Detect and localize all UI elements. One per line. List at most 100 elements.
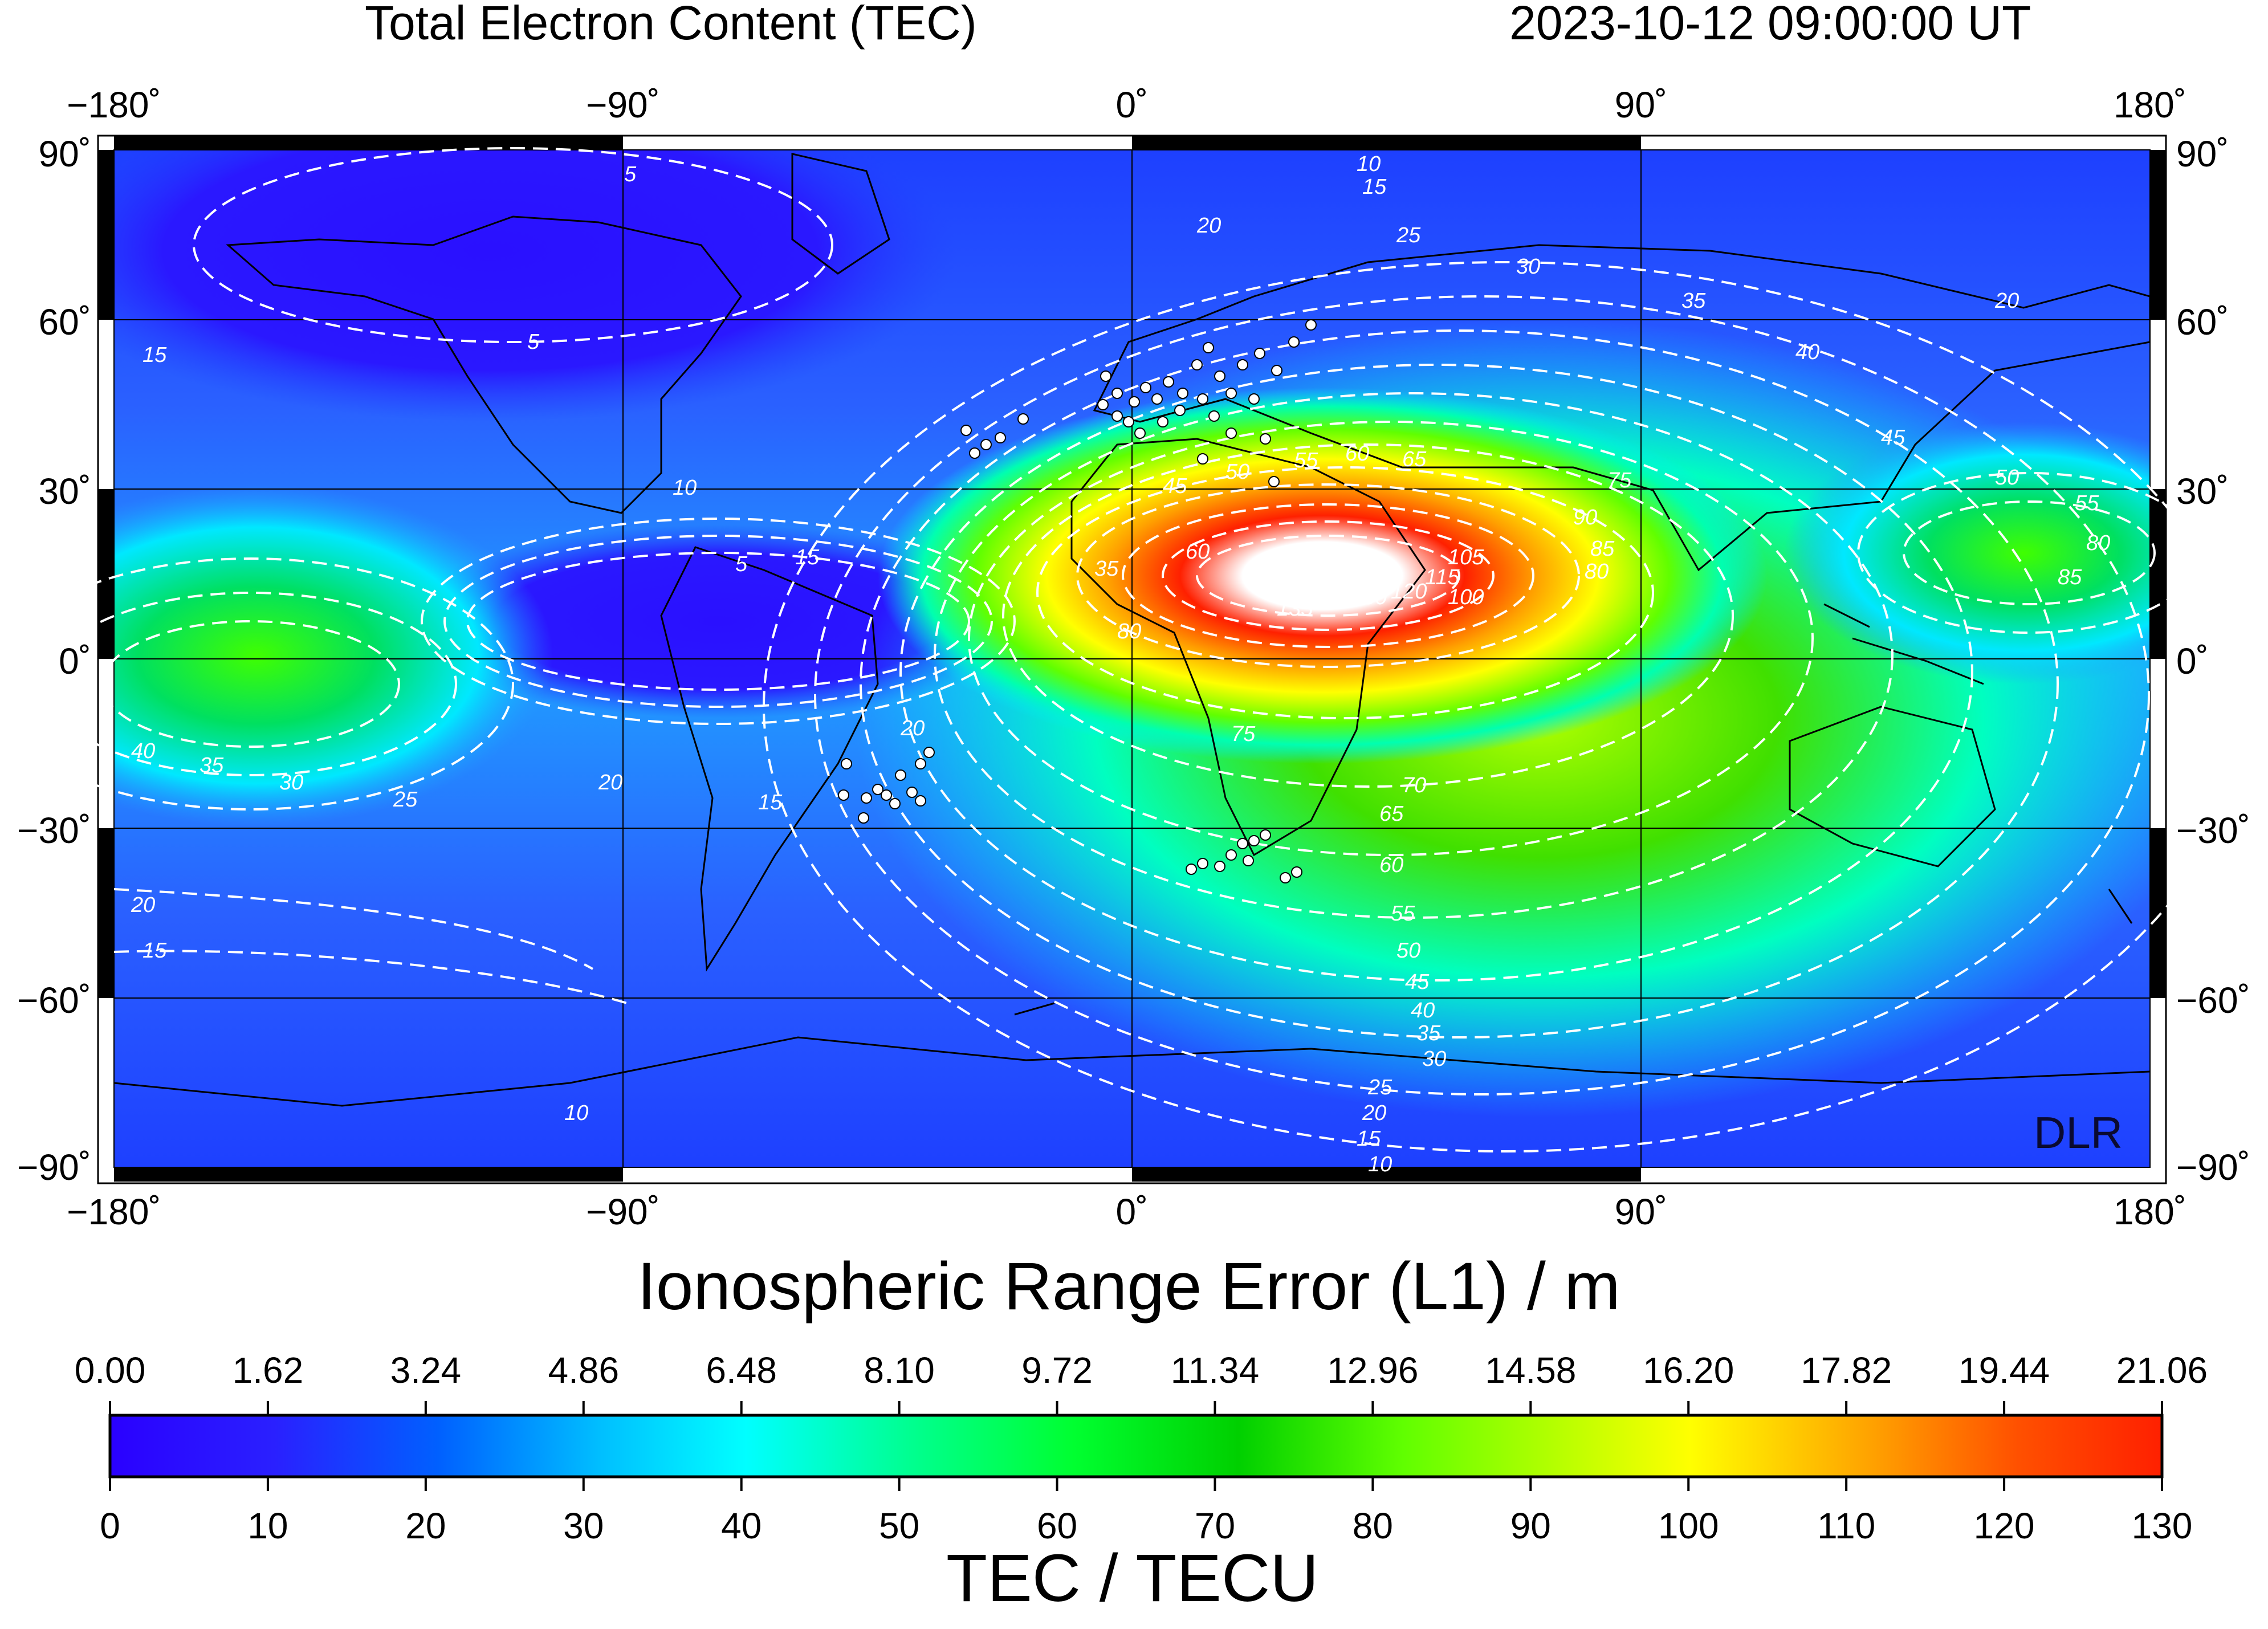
lat-tick: 90˚ bbox=[38, 133, 92, 174]
svg-text:55: 55 bbox=[2075, 491, 2099, 515]
svg-text:65: 65 bbox=[1402, 447, 1427, 471]
range-error-tick-label: 12.96 bbox=[1327, 1350, 1419, 1391]
svg-text:25: 25 bbox=[1367, 1076, 1392, 1099]
svg-text:75: 75 bbox=[1231, 722, 1256, 746]
svg-text:80: 80 bbox=[1585, 560, 1609, 584]
tecu-tick-label: 70 bbox=[1194, 1505, 1236, 1546]
tecu-tick-label: 20 bbox=[405, 1505, 446, 1546]
svg-text:45: 45 bbox=[1163, 474, 1187, 498]
lat-tick: 30˚ bbox=[2176, 471, 2229, 512]
range-error-axis-title: Ionospheric Range Error (L1) / m bbox=[637, 1249, 1620, 1324]
contour-labels: 5 5 10 5 15 10 15 20 25 30 35 40 45 50 5… bbox=[131, 152, 2110, 1176]
svg-text:115: 115 bbox=[1425, 565, 1460, 589]
range-error-tick-label: 19.44 bbox=[1958, 1350, 2050, 1391]
svg-text:10: 10 bbox=[1357, 152, 1381, 176]
tecu-axis-title: TEC / TECU bbox=[946, 1541, 1319, 1616]
svg-text:40: 40 bbox=[1411, 999, 1435, 1023]
tecu-tick-label: 130 bbox=[2131, 1505, 2193, 1546]
gnss-stations bbox=[838, 319, 1317, 883]
range-error-tick-label: 21.06 bbox=[2116, 1350, 2208, 1391]
lon-tick: −180˚ bbox=[67, 84, 161, 125]
svg-text:70: 70 bbox=[1402, 773, 1426, 797]
svg-text:55: 55 bbox=[1294, 449, 1318, 473]
range-error-tick-label: 3.24 bbox=[390, 1350, 462, 1391]
svg-text:35: 35 bbox=[1416, 1021, 1441, 1045]
lat-tick: 90˚ bbox=[2176, 133, 2229, 174]
tecu-tick-label: 40 bbox=[721, 1505, 762, 1546]
svg-text:40: 40 bbox=[1795, 340, 1819, 364]
svg-text:30: 30 bbox=[1422, 1047, 1446, 1071]
svg-text:80: 80 bbox=[2086, 531, 2110, 555]
range-error-tick-label: 0.00 bbox=[74, 1350, 146, 1391]
svg-text:20: 20 bbox=[598, 771, 622, 795]
svg-text:85: 85 bbox=[2058, 565, 2082, 589]
svg-text:65: 65 bbox=[1379, 802, 1404, 826]
tecu-tick-label: 60 bbox=[1036, 1505, 1078, 1546]
tecu-tick-label: 0 bbox=[100, 1505, 120, 1546]
svg-text:15: 15 bbox=[795, 545, 820, 569]
figure-title: Total Electron Content (TEC) bbox=[365, 0, 977, 50]
svg-text:50: 50 bbox=[1995, 466, 2019, 490]
svg-text:20: 20 bbox=[1196, 214, 1221, 238]
tec-map: 5 5 10 5 15 10 15 20 25 30 35 40 45 50 5… bbox=[0, 135, 2247, 1184]
svg-text:10: 10 bbox=[564, 1101, 588, 1125]
svg-text:50: 50 bbox=[1225, 460, 1249, 484]
lat-tick: −90˚ bbox=[2176, 1147, 2250, 1188]
svg-text:25: 25 bbox=[393, 788, 418, 812]
svg-text:120: 120 bbox=[1391, 580, 1427, 604]
svg-text:90: 90 bbox=[1573, 506, 1597, 530]
svg-text:100: 100 bbox=[1448, 585, 1484, 609]
svg-text:10: 10 bbox=[1368, 1152, 1392, 1176]
svg-text:150: 150 bbox=[1351, 585, 1387, 609]
lon-tick: 180˚ bbox=[2113, 1191, 2187, 1232]
tecu-tick-label: 90 bbox=[1510, 1505, 1551, 1546]
tecu-tick-label: 30 bbox=[563, 1505, 604, 1546]
svg-text:60: 60 bbox=[1379, 853, 1403, 877]
svg-text:105: 105 bbox=[1448, 545, 1484, 569]
range-error-tick-label: 8.10 bbox=[864, 1350, 935, 1391]
lon-tick: 180˚ bbox=[2113, 84, 2187, 125]
lat-tick: −30˚ bbox=[2176, 810, 2250, 851]
svg-text:15: 15 bbox=[758, 791, 783, 814]
svg-text:45: 45 bbox=[1881, 426, 1905, 450]
svg-text:55: 55 bbox=[1391, 902, 1415, 926]
tecu-tick-label: 50 bbox=[879, 1505, 920, 1546]
datetime-label: 2023-10-12 09:00:00 UT bbox=[1509, 0, 2031, 50]
range-error-tick-label: 4.86 bbox=[548, 1350, 620, 1391]
tecu-tick-label: 110 bbox=[1817, 1505, 1876, 1546]
graticule bbox=[113, 149, 2151, 1168]
range-error-tick-label: 1.62 bbox=[232, 1350, 304, 1391]
svg-text:35: 35 bbox=[1094, 557, 1119, 581]
tecu-tick-label: 120 bbox=[1973, 1505, 2035, 1546]
lon-tick: 0˚ bbox=[1115, 84, 1149, 125]
svg-text:135: 135 bbox=[1277, 597, 1313, 621]
lat-tick: 60˚ bbox=[2176, 302, 2229, 343]
lat-tick: −90˚ bbox=[17, 1147, 91, 1188]
svg-text:15: 15 bbox=[142, 939, 167, 963]
svg-text:40: 40 bbox=[131, 739, 155, 763]
lat-tick: 0˚ bbox=[2176, 641, 2209, 682]
range-error-tick-label: 14.58 bbox=[1485, 1350, 1577, 1391]
svg-text:25: 25 bbox=[1396, 223, 1421, 247]
lat-tick: 0˚ bbox=[59, 641, 91, 682]
svg-text:30: 30 bbox=[1516, 255, 1540, 279]
svg-text:20: 20 bbox=[1994, 289, 2019, 313]
svg-text:10: 10 bbox=[673, 476, 697, 500]
tecu-tick-label: 10 bbox=[247, 1505, 288, 1546]
range-error-tick-label: 6.48 bbox=[706, 1350, 777, 1391]
range-error-tick-label: 11.34 bbox=[1170, 1350, 1260, 1391]
svg-text:5: 5 bbox=[735, 552, 748, 576]
svg-text:60: 60 bbox=[1345, 442, 1369, 466]
svg-text:85: 85 bbox=[1590, 537, 1615, 561]
lon-tick: −180˚ bbox=[67, 1191, 161, 1232]
svg-text:20: 20 bbox=[1362, 1101, 1386, 1125]
range-error-tick-label: 17.82 bbox=[1801, 1350, 1892, 1391]
svg-text:5: 5 bbox=[527, 330, 540, 354]
tecu-tick-label: 100 bbox=[1658, 1505, 1719, 1546]
lon-tick: 90˚ bbox=[1614, 1191, 1668, 1232]
tecu-tick-label: 80 bbox=[1352, 1505, 1393, 1546]
svg-text:75: 75 bbox=[1607, 469, 1632, 492]
tec-contours bbox=[0, 147, 2247, 1152]
lon-tick: −90˚ bbox=[586, 84, 660, 125]
range-error-tick-label: 16.20 bbox=[1643, 1350, 1734, 1391]
